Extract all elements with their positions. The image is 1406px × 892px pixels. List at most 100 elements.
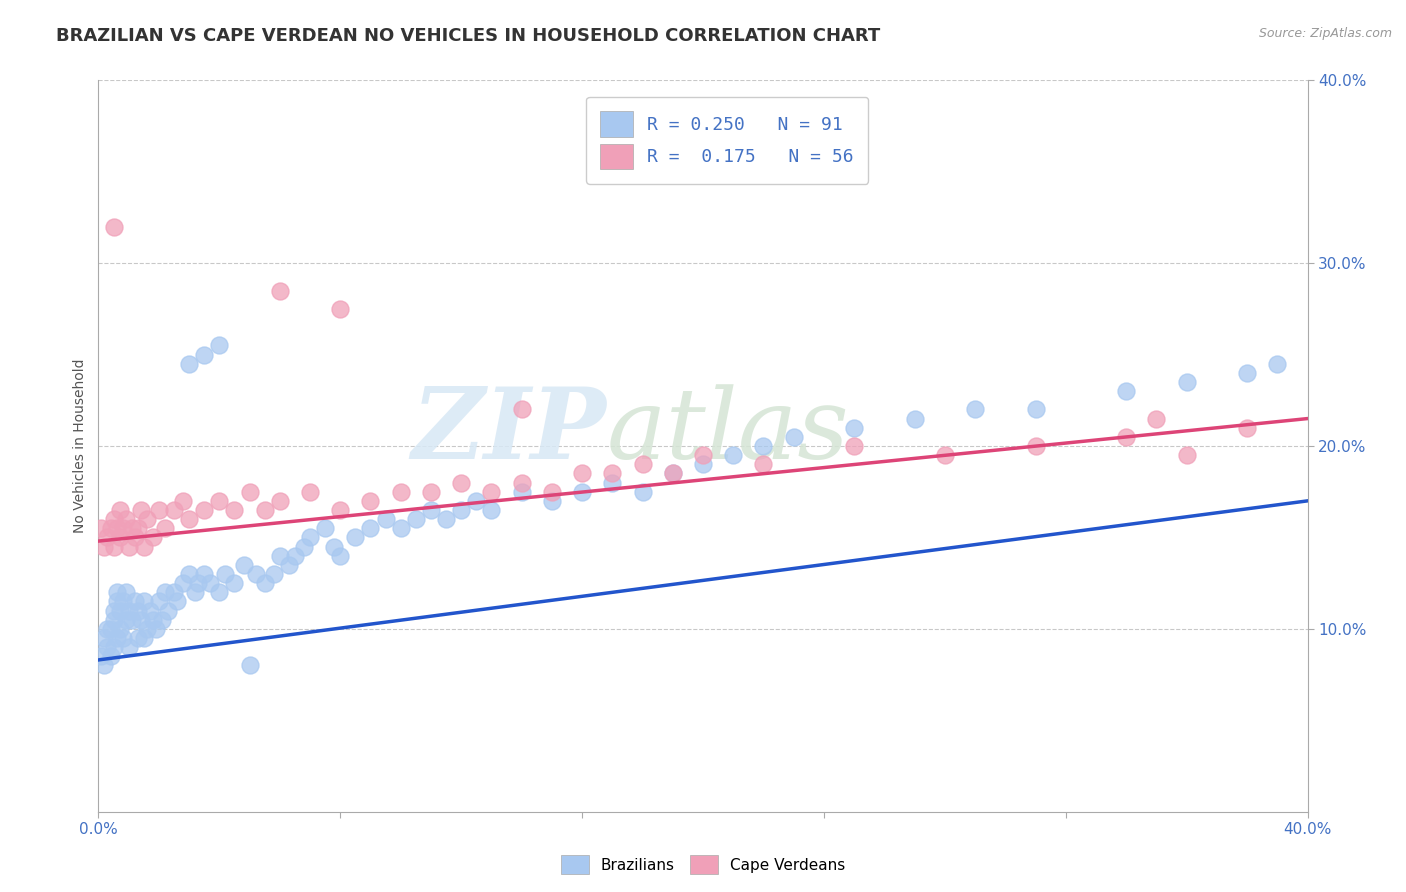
Point: [100, 521, 122, 535]
Point: [142, 530, 165, 544]
Point: [200, 576, 222, 591]
Point: [510, 402, 533, 417]
Point: [465, 494, 488, 508]
Point: [239, 658, 262, 673]
Point: [93, 658, 115, 673]
Text: BRAZILIAN VS CAPE VERDEAN NO VEHICLES IN HOUSEHOLD CORRELATION CHART: BRAZILIAN VS CAPE VERDEAN NO VEHICLES IN…: [56, 27, 880, 45]
Point: [450, 475, 472, 490]
Point: [142, 613, 165, 627]
Point: [208, 585, 231, 599]
Point: [103, 603, 125, 617]
Point: [374, 512, 396, 526]
Point: [121, 521, 143, 535]
Point: [193, 347, 215, 362]
Point: [108, 503, 131, 517]
Point: [510, 475, 533, 490]
Point: [1024, 439, 1046, 453]
Point: [329, 549, 352, 563]
Point: [129, 503, 152, 517]
Point: [752, 439, 775, 453]
Point: [692, 448, 714, 462]
Text: ZIP: ZIP: [412, 384, 606, 480]
Legend: Brazilians, Cape Verdeans: Brazilians, Cape Verdeans: [555, 849, 851, 880]
Point: [224, 576, 246, 591]
Text: Source: ZipAtlas.com: Source: ZipAtlas.com: [1258, 27, 1392, 40]
Point: [253, 503, 276, 517]
Point: [150, 613, 173, 627]
Point: [323, 540, 346, 554]
Point: [540, 484, 562, 499]
Point: [111, 631, 134, 645]
Point: [105, 521, 128, 535]
Point: [269, 549, 291, 563]
Point: [193, 567, 215, 582]
Point: [405, 512, 427, 526]
Point: [965, 402, 987, 417]
Point: [434, 512, 457, 526]
Point: [148, 594, 170, 608]
Point: [124, 594, 146, 608]
Point: [602, 475, 624, 490]
Point: [96, 622, 118, 636]
Point: [602, 467, 624, 481]
Point: [114, 512, 136, 526]
Point: [118, 640, 141, 655]
Point: [153, 521, 176, 535]
Point: [100, 649, 122, 664]
Point: [121, 613, 143, 627]
Point: [96, 530, 118, 544]
Point: [103, 512, 125, 526]
Point: [193, 503, 215, 517]
Point: [1115, 430, 1137, 444]
Text: atlas: atlas: [606, 384, 849, 479]
Point: [1267, 357, 1289, 371]
Point: [148, 503, 170, 517]
Point: [114, 613, 136, 627]
Point: [329, 301, 352, 316]
Point: [156, 603, 179, 617]
Point: [783, 430, 806, 444]
Point: [184, 585, 207, 599]
Point: [108, 530, 131, 544]
Point: [904, 411, 927, 425]
Point: [103, 219, 125, 234]
Point: [360, 521, 382, 535]
Point: [389, 521, 412, 535]
Point: [166, 594, 188, 608]
Point: [510, 484, 533, 499]
Point: [108, 603, 131, 617]
Point: [314, 521, 336, 535]
Point: [263, 567, 285, 582]
Point: [153, 585, 176, 599]
Point: [127, 521, 149, 535]
Point: [344, 530, 367, 544]
Point: [129, 613, 152, 627]
Point: [103, 613, 125, 627]
Point: [1175, 375, 1198, 389]
Point: [299, 530, 322, 544]
Point: [187, 576, 209, 591]
Point: [124, 530, 146, 544]
Point: [214, 567, 236, 582]
Point: [118, 603, 141, 617]
Point: [481, 484, 503, 499]
Point: [132, 540, 155, 554]
Point: [179, 512, 201, 526]
Point: [844, 421, 866, 435]
Point: [752, 457, 775, 471]
Point: [723, 448, 745, 462]
Point: [571, 484, 593, 499]
Point: [277, 558, 299, 572]
Point: [90, 649, 112, 664]
Point: [284, 549, 307, 563]
Point: [111, 594, 134, 608]
Point: [127, 631, 149, 645]
Point: [299, 484, 322, 499]
Point: [93, 540, 115, 554]
Point: [163, 503, 186, 517]
Point: [844, 439, 866, 453]
Point: [253, 576, 276, 591]
Point: [105, 594, 128, 608]
Point: [1175, 448, 1198, 462]
Point: [1236, 421, 1258, 435]
